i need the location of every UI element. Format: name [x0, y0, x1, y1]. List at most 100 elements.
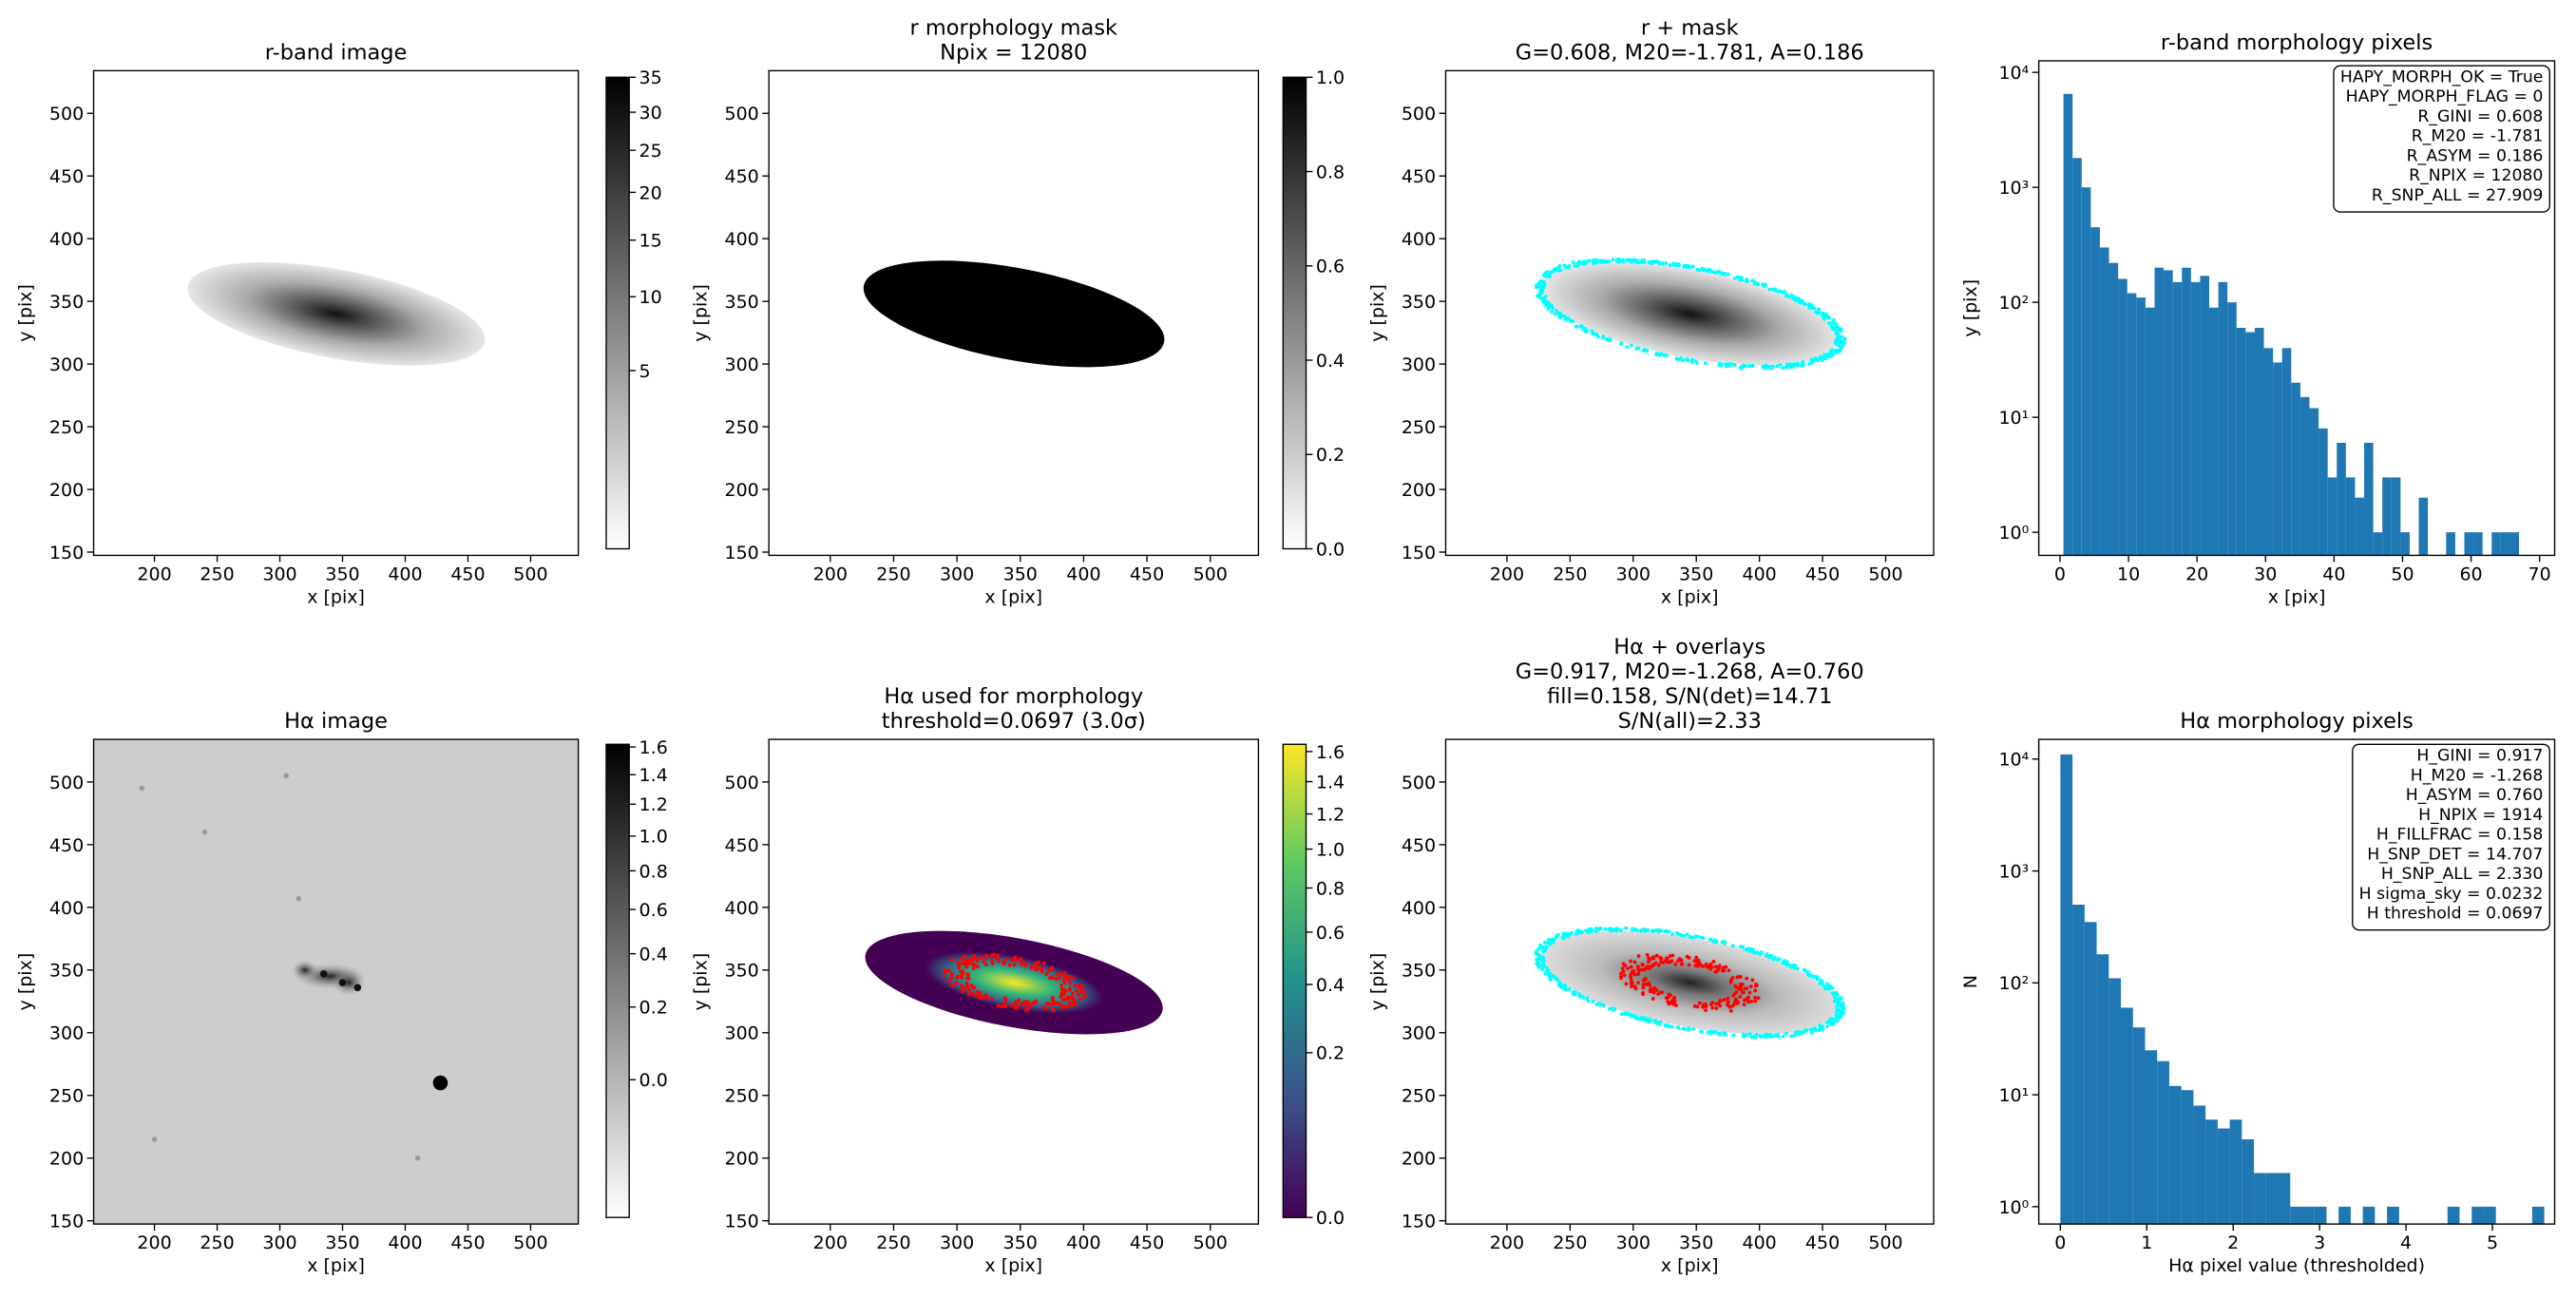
- hist-bar: [2254, 327, 2264, 556]
- contour-pixel: [1052, 1008, 1056, 1013]
- y-tick-label: 350: [1402, 961, 1436, 982]
- contour-pixel: [1619, 928, 1623, 933]
- contour-pixel: [1016, 958, 1021, 963]
- contour-pixel: [1731, 1033, 1736, 1038]
- contour-pixel: [1721, 968, 1725, 973]
- y-axis-label: y [pix]: [1367, 953, 1388, 1011]
- hist-bar: [2337, 442, 2346, 556]
- image: [1534, 926, 1846, 1040]
- contour-pixel: [1697, 1001, 1702, 1005]
- contour-pixel: [1643, 976, 1648, 981]
- contour-pixel: [975, 959, 980, 963]
- contour-pixel: [1841, 341, 1845, 345]
- contour-pixel: [1585, 259, 1590, 264]
- contour-pixel: [1629, 959, 1633, 964]
- colorbar-tick-label: 0.4: [1316, 351, 1345, 372]
- contour-pixel: [1756, 996, 1761, 1001]
- contour-pixel: [1726, 1002, 1729, 1006]
- contour-pixel: [1060, 1003, 1064, 1008]
- x-axis-label: Hα pixel value (thresholded): [2168, 1255, 2425, 1276]
- contour-pixel: [1078, 997, 1082, 1001]
- hist-bar: [2072, 905, 2085, 1225]
- contour-pixel: [1789, 365, 1793, 370]
- contour-pixel: [1714, 1029, 1718, 1034]
- contour-pixel: [1608, 928, 1612, 933]
- contour-pixel: [1013, 1000, 1018, 1004]
- contour-pixel: [1068, 981, 1073, 985]
- galaxy: [187, 261, 486, 366]
- x-tick-label: 450: [450, 1232, 485, 1253]
- hist-bar: [2109, 978, 2122, 1225]
- contour-pixel: [1646, 960, 1651, 964]
- contour-pixel: [1784, 365, 1788, 370]
- contour-pixel: [1823, 986, 1828, 991]
- contour-pixel: [1550, 938, 1555, 943]
- annotation-line: R_NPIX = 12080: [2409, 166, 2543, 185]
- contour-pixel: [970, 958, 975, 962]
- contour-pixel: [1645, 952, 1650, 957]
- hist-bar: [2299, 396, 2310, 556]
- contour-pixel: [1049, 967, 1054, 972]
- contour-pixel: [1540, 945, 1545, 949]
- annotation-line: R_M20 = -1.781: [2412, 127, 2544, 146]
- contour-pixel: [1775, 364, 1780, 369]
- contour-pixel: [1766, 1034, 1771, 1039]
- contour-pixel: [1717, 964, 1722, 968]
- speck: [139, 785, 145, 792]
- contour-pixel: [1723, 1031, 1727, 1035]
- contour-pixel: [1745, 976, 1749, 981]
- contour-pixel: [1570, 931, 1574, 935]
- y-tick-label: 10¹: [1998, 408, 2029, 429]
- contour-pixel: [1719, 271, 1724, 276]
- contour-pixel: [1828, 1022, 1833, 1026]
- contour-pixel: [1582, 326, 1587, 331]
- contour-pixel: [1586, 999, 1591, 1003]
- contour-pixel: [1651, 989, 1654, 994]
- x-tick-label: 400: [1066, 564, 1100, 584]
- contour-pixel: [1007, 963, 1012, 967]
- x-tick-label: 200: [1490, 1232, 1524, 1253]
- hist-bar: [2227, 302, 2237, 556]
- hist-bar: [2382, 477, 2392, 556]
- colorbar-tick-label: 0.2: [1316, 1043, 1345, 1064]
- contour-pixel: [1717, 361, 1722, 366]
- contour-pixel: [1674, 356, 1679, 361]
- contour-pixel: [1694, 955, 1699, 960]
- contour-pixel: [978, 991, 982, 996]
- contour-pixel: [1611, 258, 1615, 262]
- contour-pixel: [1710, 1030, 1715, 1035]
- contour-pixel: [1730, 944, 1735, 948]
- contour-pixel: [1743, 998, 1746, 1003]
- contour-pixel: [1544, 295, 1548, 299]
- contour-pixel: [1834, 323, 1839, 328]
- contour-pixel: [967, 958, 972, 963]
- contour-pixel: [1746, 995, 1751, 1000]
- contour-pixel: [1557, 981, 1562, 985]
- hist-bar: [2473, 532, 2483, 556]
- contour-pixel: [1537, 282, 1542, 287]
- y-tick-label: 300: [1402, 1023, 1436, 1044]
- x-tick-label: 450: [1805, 1232, 1840, 1253]
- contour-pixel: [1567, 263, 1572, 268]
- colorbar-tick-label: 25: [639, 141, 662, 162]
- contour-pixel: [1674, 263, 1679, 267]
- contour-pixel: [1731, 993, 1736, 998]
- contour-pixel: [956, 974, 960, 979]
- contour-pixel: [1544, 965, 1549, 970]
- contour-pixel: [1636, 972, 1641, 976]
- image: [93, 739, 579, 1225]
- contour-pixel: [1594, 1003, 1599, 1007]
- x-tick-label: 200: [813, 564, 848, 584]
- contour-pixel: [1651, 963, 1656, 967]
- contour-pixel: [1622, 1011, 1627, 1016]
- hist-bar: [2181, 1090, 2194, 1225]
- contour-pixel: [1573, 264, 1577, 268]
- image: [863, 260, 1165, 368]
- x-tick-label: 300: [940, 1232, 974, 1253]
- hist-bar: [2509, 532, 2520, 556]
- contour-pixel: [1557, 263, 1562, 268]
- contour-pixel: [1649, 965, 1652, 969]
- colorbar: [605, 743, 630, 1218]
- hist-bar: [2060, 754, 2073, 1225]
- contour-pixel: [1074, 988, 1078, 993]
